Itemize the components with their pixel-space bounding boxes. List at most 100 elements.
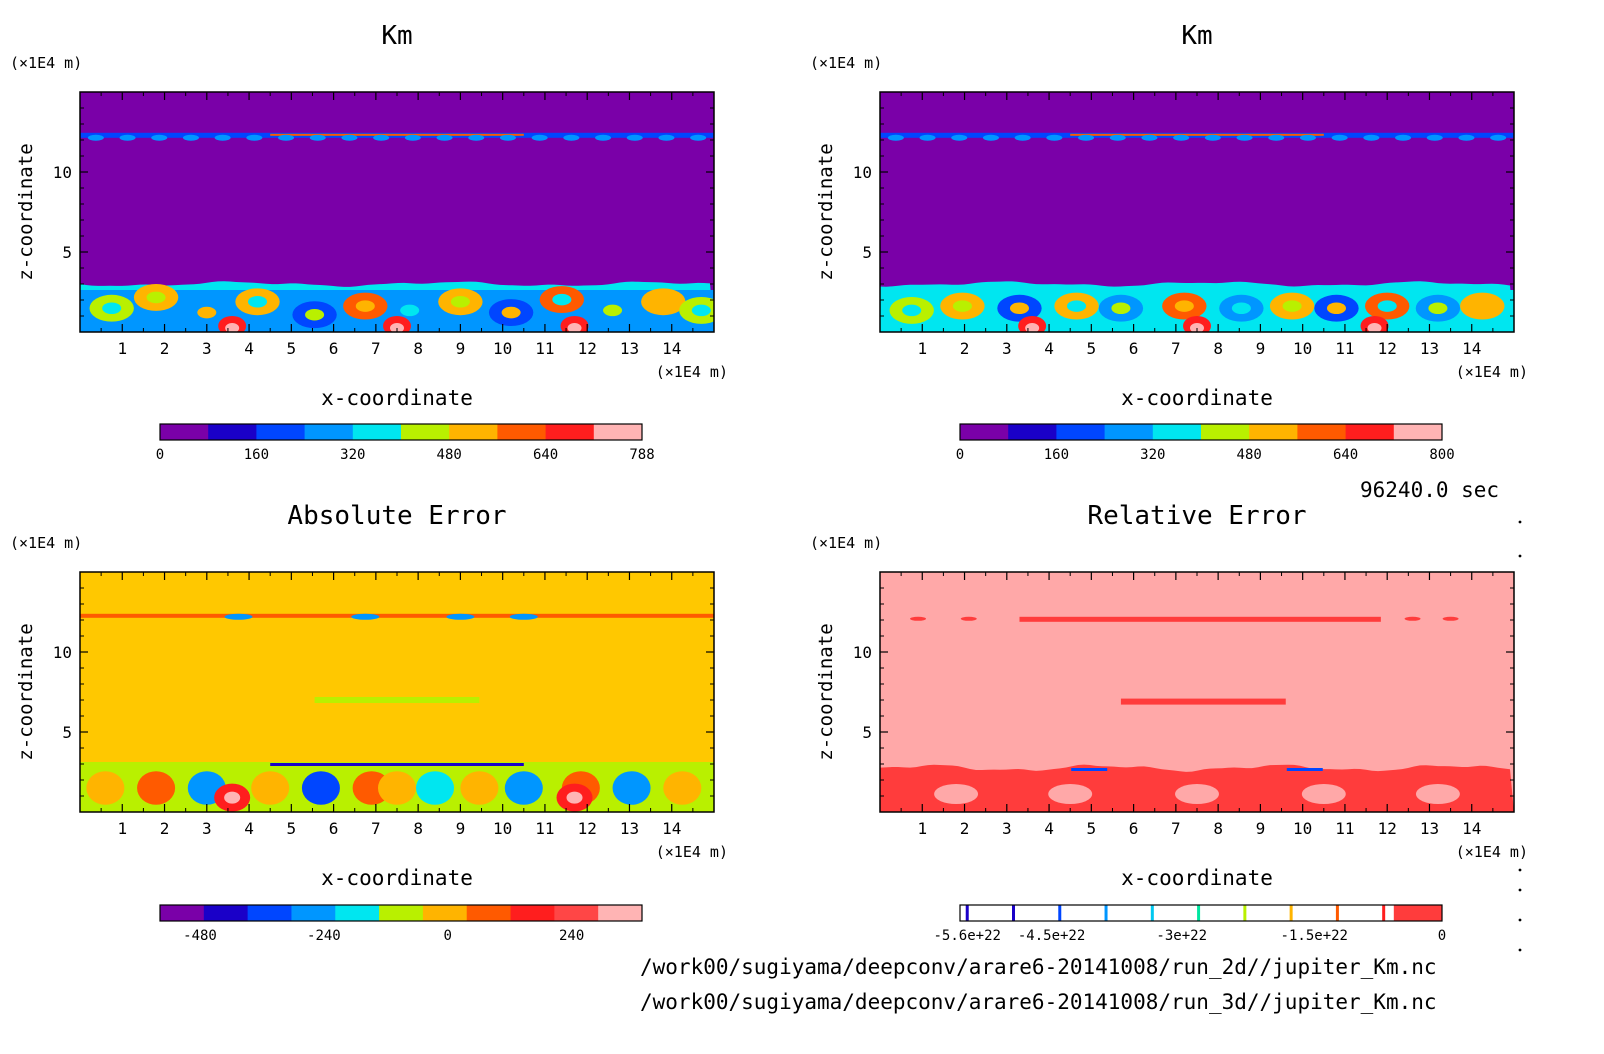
x-unit-label: (×1E4 m) [1456, 363, 1528, 381]
upper-wave [1268, 134, 1285, 141]
colorbar-swatch [1345, 424, 1395, 440]
y-tick-label: 10 [853, 163, 872, 182]
colorbar-line [1104, 905, 1108, 921]
file-path-run-3d: /work00/sugiyama/deepconv/arare6-2014100… [640, 990, 1437, 1014]
panel-title: Km [381, 21, 412, 51]
colorbar-tick-label: 800 [1429, 447, 1454, 463]
x-tick-label: 8 [1213, 819, 1223, 838]
upper-wave [982, 134, 999, 141]
colorbar-swatch [160, 905, 205, 921]
cell-core [501, 306, 521, 319]
colorbar-tick-label: 480 [1237, 447, 1262, 463]
upper-blob [1404, 616, 1421, 621]
upper-wave [690, 134, 707, 141]
colorbar-tick-label: 640 [1333, 447, 1358, 463]
field-1 [880, 92, 1514, 332]
colorbar-tick-label: -240 [307, 928, 341, 944]
upper-blob [1442, 616, 1459, 621]
x-tick-label: 11 [535, 339, 554, 358]
upper-wave [951, 134, 968, 141]
surface-hotspot-core [1367, 323, 1382, 332]
cell [663, 771, 702, 805]
upper-wave [373, 134, 390, 141]
colorbar-swatch [1056, 424, 1106, 440]
upper-wave [1236, 134, 1253, 141]
upper-wave [278, 134, 295, 141]
upper-blob [446, 613, 475, 620]
cell [86, 771, 125, 805]
colorbar-swatch [1104, 424, 1154, 440]
y-axis-label: z-coordinate [15, 623, 37, 760]
x-tick-label: 2 [160, 819, 170, 838]
cell-core [1111, 302, 1131, 314]
upper-wave [626, 134, 643, 141]
light-patch [1048, 784, 1093, 804]
upper-layer [1019, 616, 1381, 622]
colorbar-line [1243, 905, 1247, 921]
y-tick-label: 5 [62, 243, 72, 262]
x-unit-label: (×1E4 m) [656, 843, 728, 861]
colorbar-frame [959, 904, 1443, 922]
upper-wave [563, 134, 580, 141]
colorbar-swatch [401, 424, 450, 440]
cell [377, 771, 417, 805]
x-tick-label: 3 [1002, 339, 1012, 358]
cell [460, 771, 499, 805]
x-tick-label: 14 [1462, 819, 1481, 838]
cell-core [146, 291, 166, 304]
colorbar: 0 160 320 480 640 800 [956, 423, 1455, 463]
cell-core [552, 293, 572, 306]
upper-wave [246, 134, 263, 141]
colorbar-frame [159, 423, 643, 441]
upper-layer-core [270, 133, 524, 136]
colorbar-swatch [203, 905, 249, 921]
x-axis-label: x-coordinate [321, 386, 473, 410]
time-label: 96240.0 sec [1360, 478, 1500, 502]
upper-wave [1395, 134, 1412, 141]
x-tick-label: 1 [117, 339, 127, 358]
upper-blob [224, 613, 253, 620]
cell-core [305, 308, 325, 321]
upper-wave [151, 134, 168, 141]
colorbar-swatch [1249, 424, 1298, 440]
panel-4: Relative Error(×1E4 m)1 2 3 4 5 6 7 8 9 10 11 12 13 1… [810, 501, 1528, 944]
upper-wave [887, 134, 904, 141]
colorbar-line [1335, 905, 1339, 921]
upper-blob [960, 616, 977, 621]
x-tick-label: 14 [1462, 339, 1481, 358]
upper-wave [1173, 134, 1190, 141]
y-tick-label: 10 [853, 643, 872, 662]
x-tick-label: 2 [960, 339, 970, 358]
cell [301, 771, 340, 805]
colorbar-swatch [960, 424, 1009, 440]
light-patch [1415, 784, 1460, 804]
cell [137, 771, 176, 805]
x-tick-label: 7 [1171, 339, 1181, 358]
x-tick-label: 12 [578, 339, 597, 358]
y-axis-label: z-coordinate [815, 143, 837, 280]
y-tick-label: 5 [862, 723, 872, 742]
colorbar-tick-label: 0 [156, 447, 164, 463]
error-extreme [1286, 768, 1323, 771]
x-tick-label: 12 [1378, 819, 1397, 838]
colorbar-line [1058, 905, 1062, 921]
colorbar-tick-label: -480 [183, 928, 217, 944]
cell [504, 771, 543, 805]
x-axis-label: x-coordinate [321, 866, 473, 890]
surface-hotspot-core [1190, 323, 1204, 332]
cell-core [902, 304, 922, 317]
colorbar-tick-label: -4.5e+22 [1018, 928, 1085, 944]
colorbar-line [1150, 905, 1154, 921]
light-patch [934, 784, 979, 804]
marker-dot [1518, 888, 1522, 892]
cell-core [1174, 300, 1194, 312]
x-tick-label: 6 [1129, 339, 1139, 358]
field-3 [880, 572, 1514, 812]
x-tick-label: 5 [1087, 819, 1097, 838]
x-tick-label: 13 [620, 339, 639, 358]
colorbar-swatch [422, 905, 468, 921]
marker-dot [1518, 520, 1522, 524]
field-2 [80, 572, 714, 812]
x-tick-label: 4 [244, 339, 254, 358]
